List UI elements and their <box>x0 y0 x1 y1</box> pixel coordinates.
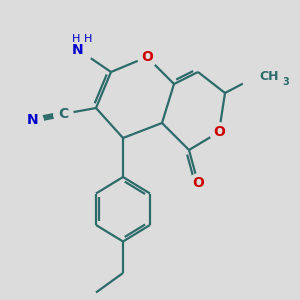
Text: O: O <box>141 50 153 64</box>
Text: CH: CH <box>260 70 279 83</box>
Text: O: O <box>213 125 225 139</box>
Text: N: N <box>72 43 84 56</box>
Text: H: H <box>84 34 93 44</box>
Text: N: N <box>27 113 39 127</box>
Text: H: H <box>72 34 81 44</box>
Text: 3: 3 <box>282 77 289 87</box>
Text: O: O <box>192 176 204 190</box>
Text: C: C <box>58 107 68 121</box>
